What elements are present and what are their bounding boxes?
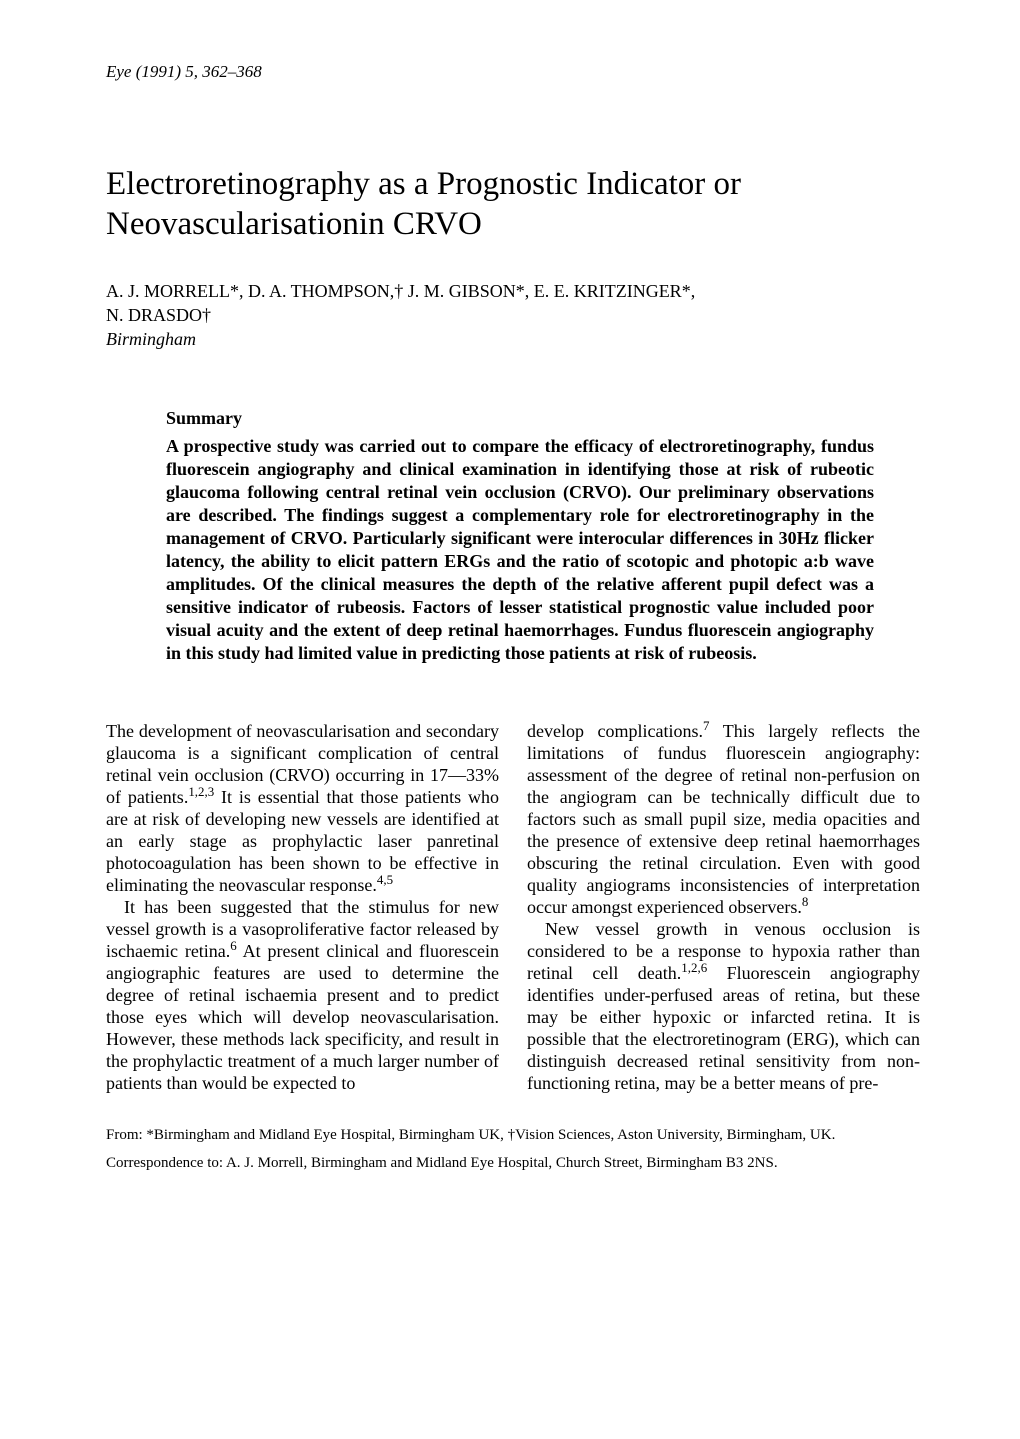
citation-sup: 4,5 [377, 872, 393, 887]
body-paragraph: It has been suggested that the stimulus … [106, 897, 499, 1095]
body-paragraph: New vessel growth in venous occlusion is… [527, 919, 920, 1095]
title-line-1: Electroretinography as a Prognostic Indi… [106, 166, 741, 202]
citation-sup: 1,2,6 [681, 960, 707, 975]
summary-block: Summary A prospective study was carried … [106, 408, 920, 665]
body-paragraph: develop complications.7 This largely ref… [527, 721, 920, 919]
right-column: develop complications.7 This largely ref… [527, 721, 920, 1094]
footnote-correspondence: Correspondence to: A. J. Morrell, Birmin… [106, 1153, 920, 1173]
authors-block: A. J. MORRELL*, D. A. THOMPSON,† J. M. G… [106, 279, 920, 328]
summary-heading: Summary [166, 408, 874, 429]
running-head: Eye (1991) 5, 362–368 [106, 62, 920, 82]
body-text: develop complications. [527, 721, 703, 741]
body-text: This largely reflects the limitations of… [527, 721, 920, 917]
footnote-from: From: *Birmingham and Midland Eye Hospit… [106, 1125, 920, 1145]
summary-body: A prospective study was carried out to c… [166, 435, 874, 665]
affiliation: Birmingham [106, 329, 920, 350]
citation-sup: 8 [802, 894, 808, 909]
title-line-2: Neovascularisationin CRVO [106, 206, 482, 242]
authors-line-1: A. J. MORRELL*, D. A. THOMPSON,† J. M. G… [106, 281, 695, 301]
authors-line-2: N. DRASDO† [106, 305, 211, 325]
footnotes: From: *Birmingham and Midland Eye Hospit… [106, 1125, 920, 1174]
body-paragraph: The development of neovascularisation an… [106, 721, 499, 897]
body-columns: The development of neovascularisation an… [106, 721, 920, 1094]
left-column: The development of neovascularisation an… [106, 721, 499, 1094]
citation-sup: 1,2,3 [188, 784, 214, 799]
page: Eye (1991) 5, 362–368 Electroretinograph… [0, 0, 1020, 1439]
body-text: At present clinical and fluorescein angi… [106, 941, 499, 1093]
article-title: Electroretinography as a Prognostic Indi… [106, 164, 920, 245]
